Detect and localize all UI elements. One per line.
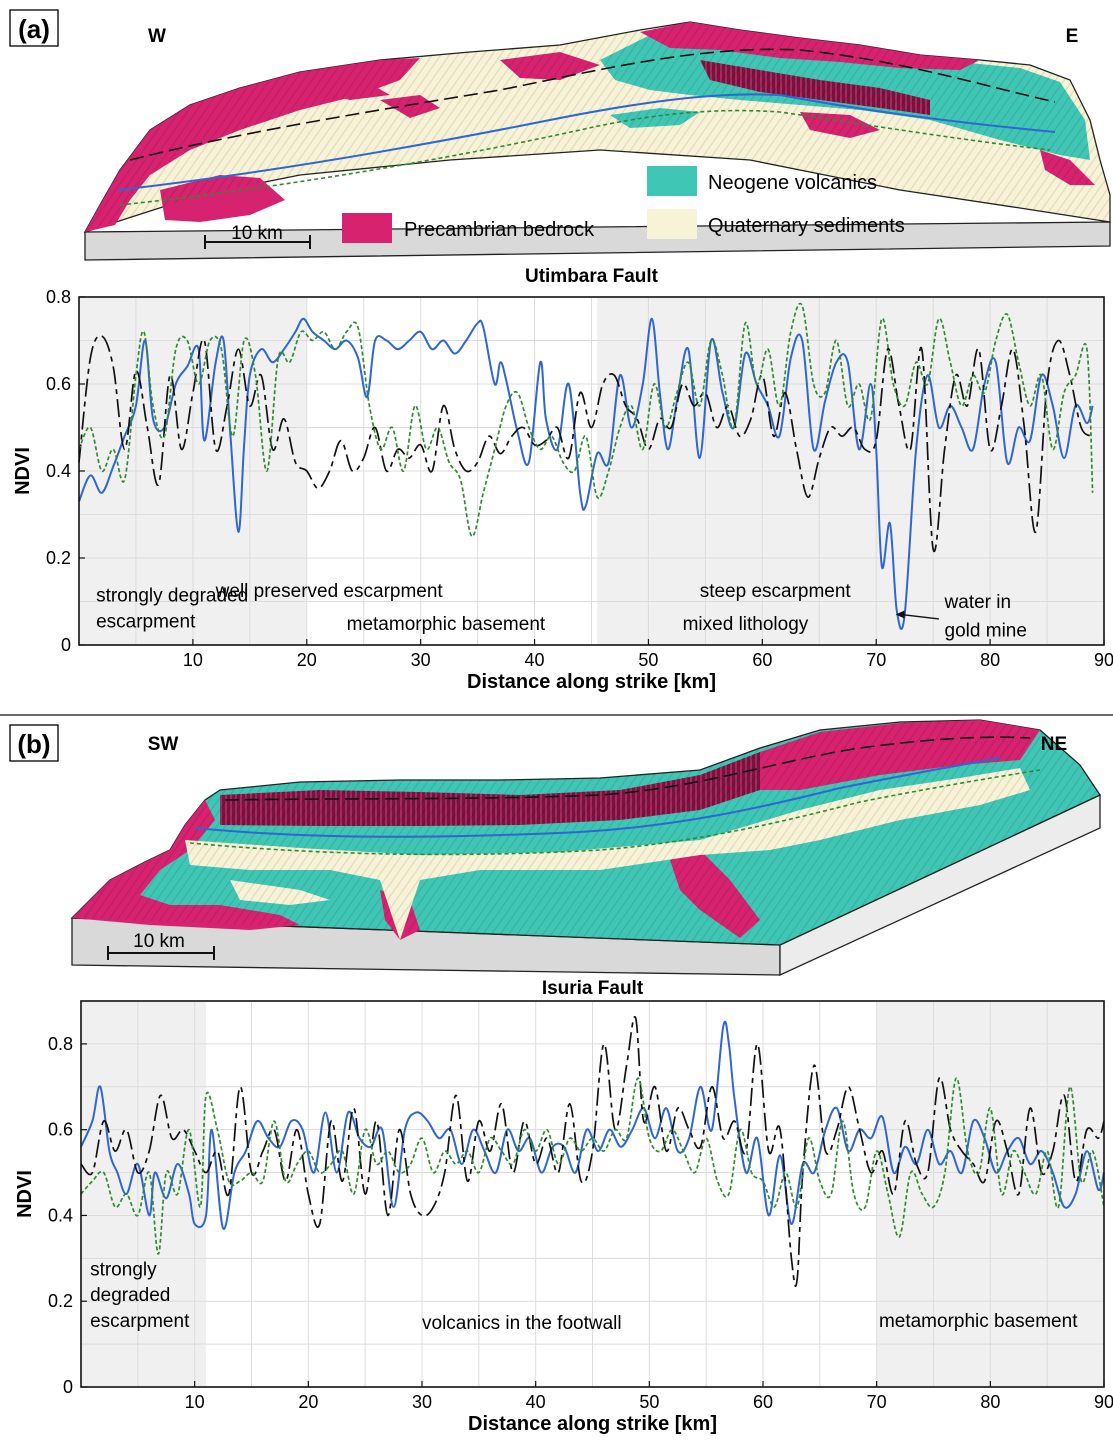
panel-a-label: (a) <box>18 14 50 44</box>
x-tick-label: 50 <box>638 650 658 670</box>
x-tick-label: 30 <box>411 650 431 670</box>
direction-northeast: NE <box>1041 734 1067 755</box>
scale-label-b: 10 km <box>133 931 185 952</box>
direction-southwest: SW <box>148 734 179 755</box>
block-front-face-a <box>84 221 1111 261</box>
panel-a-label-box <box>9 9 59 47</box>
x-tick-label: 90 <box>1094 1392 1113 1412</box>
region-annotation: escarpment <box>90 1311 190 1332</box>
x-tick-label: 70 <box>867 1392 887 1412</box>
series-line-solid <box>80 1020 1105 1230</box>
y-tick-label: 0 <box>61 635 71 655</box>
panel-b-label-box <box>9 724 59 762</box>
trace-green-a <box>119 109 1051 206</box>
legend-label-precambrian: Precambrian bedrock <box>404 219 595 241</box>
panel-a-map: 10 km Neogene volcanics Quaternary sedim… <box>83 21 1111 261</box>
y-tick-label: 0.2 <box>46 548 71 568</box>
x-tick-label: 20 <box>297 650 317 670</box>
x-tick-label: 20 <box>298 1392 318 1412</box>
region-annotation: gold mine <box>945 620 1027 641</box>
y-axis-title: NDVI <box>12 447 34 495</box>
legend-a: Neogene volcanics Quaternary sediments P… <box>342 166 905 243</box>
region-annotation: metamorphic basement <box>347 614 546 635</box>
y-axis-title: NDVI <box>14 1170 36 1218</box>
legend-label-sediments: Quaternary sediments <box>708 215 905 237</box>
x-tick-label: 10 <box>183 650 203 670</box>
region-annotation: strongly <box>90 1259 157 1280</box>
direction-east: E <box>1066 26 1079 47</box>
chart-title: Isuria Fault <box>542 978 644 999</box>
series-line-dashed-long <box>80 1015 1105 1287</box>
scale-bar-b: 10 km <box>107 931 215 960</box>
x-tick-label: 60 <box>753 1392 773 1412</box>
region-annotation: mixed lithology <box>683 614 809 635</box>
region-annotation: volcanics in the footwall <box>422 1313 622 1334</box>
legend-label-volcanics: Neogene volcanics <box>708 172 877 194</box>
legend-swatch-sediments <box>647 209 697 239</box>
y-tick-label: 0.2 <box>48 1291 73 1311</box>
y-tick-label: 0.8 <box>46 287 71 307</box>
ndvi-chart-utimbara: 10 20 30 40 50 60 70 80 90 0 0.2 0.4 0.6 0.8 Utimbara … <box>12 266 1113 693</box>
trace-black-a <box>129 48 1056 161</box>
region-annotation: strongly degraded <box>96 586 248 607</box>
series-line-solid <box>78 317 1094 630</box>
region-annotation: metamorphic basement <box>879 1311 1078 1332</box>
y-tick-label: 0.6 <box>46 374 71 394</box>
region-annotation: escarpment <box>96 612 196 633</box>
y-tick-label: 0.4 <box>48 1205 73 1225</box>
annotation-arrow-line <box>901 613 939 620</box>
trace-blue-b <box>194 757 1001 838</box>
scale-label-a: 10 km <box>231 223 283 244</box>
chart-title: Utimbara Fault <box>525 266 659 287</box>
legend-swatch-volcanics <box>647 166 697 196</box>
region-annotation: water in <box>944 592 1012 613</box>
x-tick-label: 50 <box>639 1392 659 1412</box>
x-tick-label: 60 <box>752 650 772 670</box>
trace-blue-a <box>117 93 1056 191</box>
x-tick-label: 80 <box>980 1392 1000 1412</box>
panel-b-map: 10 km <box>70 719 1101 977</box>
x-tick-label: 30 <box>412 1392 432 1412</box>
y-tick-label: 0 <box>63 1377 73 1397</box>
annotation-arrow-head <box>895 610 905 619</box>
x-axis-title: Distance along strike [km] <box>467 671 716 693</box>
panel-b-label: (b) <box>17 729 50 759</box>
series-line-dashed-long <box>78 334 1094 553</box>
y-tick-label: 0.8 <box>48 1034 73 1054</box>
trace-black-b <box>224 736 1031 801</box>
y-tick-label: 0.6 <box>48 1120 73 1140</box>
series-line-dashed-short <box>80 1077 1105 1255</box>
direction-west: W <box>148 26 166 47</box>
legend-swatch-precambrian <box>342 213 392 243</box>
x-tick-label: 70 <box>866 650 886 670</box>
ndvi-chart-isuria: 10 20 30 40 50 60 70 80 90 0 0.2 0.4 0.6 0.8 Isuria Fa… <box>14 978 1113 1435</box>
x-tick-label: 80 <box>980 650 1000 670</box>
x-tick-label: 90 <box>1094 650 1113 670</box>
x-tick-label: 40 <box>525 650 545 670</box>
plot-frame <box>80 1000 1105 1388</box>
x-tick-label: 40 <box>526 1392 546 1412</box>
x-axis-title: Distance along strike [km] <box>468 1413 717 1435</box>
region-annotation: degraded <box>90 1285 170 1306</box>
trace-green-b <box>189 769 1041 856</box>
series-line-dashed-short <box>78 302 1094 538</box>
region-annotation: well preserved escarpment <box>215 581 444 602</box>
y-tick-label: 0.4 <box>46 461 71 481</box>
region-annotation: steep escarpment <box>700 581 852 602</box>
x-tick-label: 10 <box>185 1392 205 1412</box>
scale-bar-a: 10 km <box>204 223 311 249</box>
